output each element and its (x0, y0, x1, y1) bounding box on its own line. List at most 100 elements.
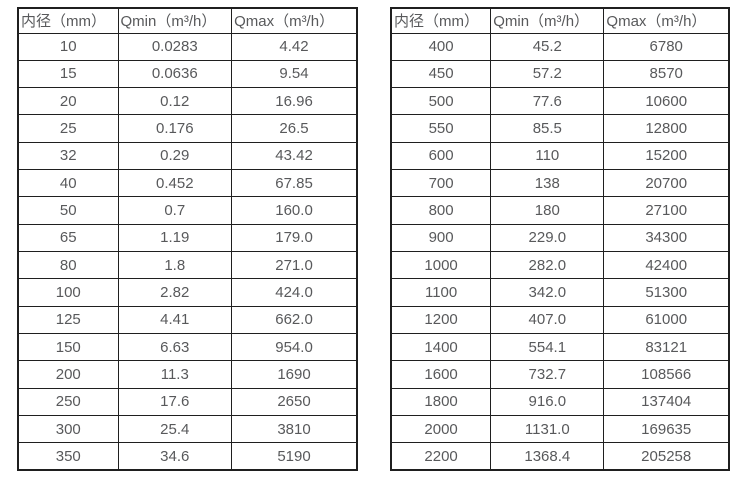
table-row: 1400 554.1 83121 (390, 332, 730, 362)
table-cell: 40 (17, 169, 119, 198)
header-row: 内径（mm） Qmin（m³/h） Qmax（m³/h） (17, 7, 358, 34)
table-row: 40 0.452 67.85 (17, 169, 358, 198)
table-cell: 43.42 (231, 141, 358, 171)
table-cell: 50 (17, 196, 119, 225)
header-row: 内径（mm） Qmin（m³/h） Qmax（m³/h） (390, 7, 730, 34)
table-row: 32 0.29 43.42 (17, 141, 358, 171)
table-cell: 34300 (603, 223, 730, 253)
column-header: Qmin（m³/h） (117, 7, 233, 34)
table-cell: 15200 (603, 141, 730, 171)
table-row: 900 229.0 34300 (390, 223, 730, 253)
table-row: 600 110 15200 (390, 141, 730, 171)
table-cell: 51300 (603, 278, 730, 307)
table-cell: 10600 (603, 87, 730, 116)
spec-table-large-diameters: 内径（mm） Qmin（m³/h） Qmax（m³/h） 400 45.2 6780 45… (390, 7, 730, 471)
table-cell: 1000 (390, 250, 492, 280)
table-cell: 85.5 (490, 114, 605, 143)
table-cell: 8570 (603, 59, 730, 89)
table-row: 550 85.5 12800 (390, 114, 730, 143)
table-row: 300 25.4 3810 (17, 414, 358, 444)
table-cell: 554.1 (490, 332, 605, 362)
table-cell: 350 (17, 442, 119, 471)
table-cell: 407.0 (490, 305, 605, 334)
table-cell: 1200 (390, 305, 492, 334)
table-cell: 662.0 (231, 305, 358, 334)
table-cell: 65 (17, 223, 119, 253)
table-cell: 45.2 (490, 32, 605, 61)
table-cell: 12800 (603, 114, 730, 143)
table-row: 200 11.3 1690 (17, 360, 358, 389)
table-row: 25 0.176 26.5 (17, 114, 358, 143)
column-header: 内径（mm） (390, 7, 492, 34)
table-row: 15 0.0636 9.54 (17, 59, 358, 89)
table-cell: 900 (390, 223, 492, 253)
table-cell: 3810 (231, 414, 358, 444)
table-cell: 137404 (603, 387, 730, 416)
table-row: 20 0.12 16.96 (17, 87, 358, 116)
table-cell: 108566 (603, 360, 730, 389)
table-row: 150 6.63 954.0 (17, 332, 358, 362)
table-cell: 732.7 (490, 360, 605, 389)
table-cell: 282.0 (490, 250, 605, 280)
table-cell: 2.82 (117, 278, 233, 307)
table-cell: 1600 (390, 360, 492, 389)
table-cell: 10 (17, 32, 119, 61)
table-cell: 954.0 (231, 332, 358, 362)
table-cell: 15 (17, 59, 119, 89)
table-row: 80 1.8 271.0 (17, 250, 358, 280)
table-cell: 180 (490, 196, 605, 225)
table-cell: 25.4 (117, 414, 233, 444)
table-cell: 0.452 (117, 169, 233, 198)
table-cell: 42400 (603, 250, 730, 280)
table-cell: 1800 (390, 387, 492, 416)
spec-table-small-diameters: 内径（mm） Qmin（m³/h） Qmax（m³/h） 10 0.0283 4.42 1… (17, 7, 358, 471)
table-cell: 83121 (603, 332, 730, 362)
table-row: 700 138 20700 (390, 169, 730, 198)
table-row: 50 0.7 160.0 (17, 196, 358, 225)
column-header: 内径（mm） (17, 7, 119, 34)
table-row: 1200 407.0 61000 (390, 305, 730, 334)
table-row: 350 34.6 5190 (17, 442, 358, 471)
table-row: 1600 732.7 108566 (390, 360, 730, 389)
table-cell: 271.0 (231, 250, 358, 280)
table-cell: 0.12 (117, 87, 233, 116)
table-cell: 9.54 (231, 59, 358, 89)
table-cell: 26.5 (231, 114, 358, 143)
table-row: 500 77.6 10600 (390, 87, 730, 116)
table-cell: 20700 (603, 169, 730, 198)
table-cell: 34.6 (117, 442, 233, 471)
table-row: 2200 1368.4 205258 (390, 442, 730, 471)
table-cell: 179.0 (231, 223, 358, 253)
table-cell: 6.63 (117, 332, 233, 362)
table-row: 2000 1131.0 169635 (390, 414, 730, 444)
table-cell: 17.6 (117, 387, 233, 416)
table-cell: 800 (390, 196, 492, 225)
table-row: 100 2.82 424.0 (17, 278, 358, 307)
table-row: 65 1.19 179.0 (17, 223, 358, 253)
table-cell: 200 (17, 360, 119, 389)
table-cell: 16.96 (231, 87, 358, 116)
table-cell: 160.0 (231, 196, 358, 225)
table-row: 400 45.2 6780 (390, 32, 730, 61)
table-row: 450 57.2 8570 (390, 59, 730, 89)
table-cell: 80 (17, 250, 119, 280)
table-cell: 61000 (603, 305, 730, 334)
table-cell: 2200 (390, 442, 492, 471)
table-cell: 6780 (603, 32, 730, 61)
table-row: 800 180 27100 (390, 196, 730, 225)
table-body: 400 45.2 6780 450 57.2 8570 500 77.6 10600 550 85.… (390, 32, 730, 471)
table-row: 125 4.41 662.0 (17, 305, 358, 334)
table-cell: 27100 (603, 196, 730, 225)
table-cell: 300 (17, 414, 119, 444)
table-cell: 2000 (390, 414, 492, 444)
table-cell: 0.29 (117, 141, 233, 171)
table-cell: 4.41 (117, 305, 233, 334)
table-cell: 1.19 (117, 223, 233, 253)
table-cell: 1690 (231, 360, 358, 389)
table-cell: 150 (17, 332, 119, 362)
table-cell: 229.0 (490, 223, 605, 253)
table-row: 1800 916.0 137404 (390, 387, 730, 416)
table-cell: 250 (17, 387, 119, 416)
table-cell: 1400 (390, 332, 492, 362)
